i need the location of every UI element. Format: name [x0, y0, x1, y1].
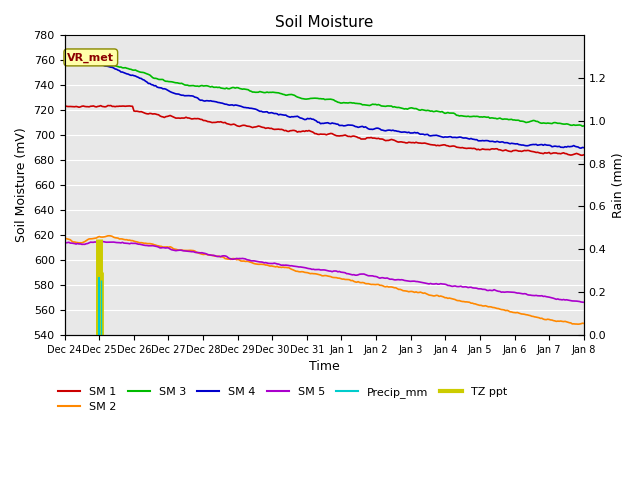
X-axis label: Time: Time [309, 360, 340, 373]
Title: Soil Moisture: Soil Moisture [275, 15, 373, 30]
Y-axis label: Rain (mm): Rain (mm) [612, 152, 625, 218]
Legend: SM 1, SM 2, SM 3, SM 4, SM 5, Precip_mm, TZ ppt: SM 1, SM 2, SM 3, SM 4, SM 5, Precip_mm,… [54, 383, 511, 417]
Y-axis label: Soil Moisture (mV): Soil Moisture (mV) [15, 128, 28, 242]
Text: VR_met: VR_met [67, 52, 115, 62]
